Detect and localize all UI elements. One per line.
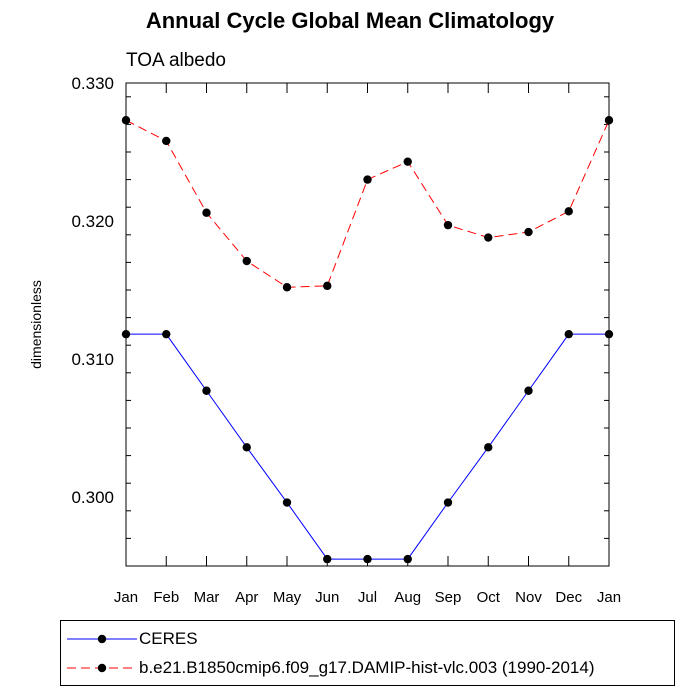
y-tick-label: 0.320 <box>71 212 114 231</box>
data-point-series-0 <box>363 554 372 564</box>
data-point-series-1 <box>403 157 412 166</box>
x-tick-label: Apr <box>235 589 258 606</box>
data-point-series-1 <box>564 207 573 216</box>
legend-label-model: b.e21.B1850cmip6.f09_g17.DAMIP-hist-vlc.… <box>139 658 595 677</box>
data-point-series-0 <box>524 386 533 395</box>
x-tick-label: Dec <box>555 589 582 606</box>
chart-subtitle: TOA albedo <box>126 50 227 71</box>
legend-swatch-model <box>67 663 137 673</box>
data-point-series-0 <box>202 386 211 395</box>
series-line-1 <box>125 119 610 288</box>
legend-marker-ceres <box>97 634 107 644</box>
y-tick-label: 0.300 <box>71 488 114 507</box>
x-tick-label: Jun <box>315 589 339 606</box>
data-point-series-0 <box>121 329 131 339</box>
data-point-series-1 <box>363 175 372 184</box>
y-tick-label: 0.330 <box>71 74 114 93</box>
legend-marker-model <box>97 663 107 673</box>
data-point-series-0 <box>403 554 412 564</box>
series-line-0 <box>126 333 609 560</box>
data-point-series-1 <box>443 220 453 230</box>
chart-title: Annual Cycle Global Mean Climatology <box>145 8 555 33</box>
data-point-series-1 <box>604 116 614 125</box>
legend-item-model: b.e21.B1850cmip6.f09_g17.DAMIP-hist-vlc.… <box>61 653 674 683</box>
x-tick-label: Jul <box>358 589 377 606</box>
data-point-series-1 <box>524 227 533 237</box>
data-point-series-1 <box>162 136 171 146</box>
legend-item-ceres: CERES <box>61 624 674 654</box>
x-tick-label: Sep <box>435 589 462 606</box>
x-tick-label: Aug <box>394 589 421 606</box>
data-point-series-1 <box>121 116 131 125</box>
legend: CERES b.e21.B1850cmip6.f09_g17.DAMIP-his… <box>60 620 675 686</box>
data-point-series-0 <box>484 443 493 452</box>
x-tick-label: May <box>273 589 302 606</box>
data-point-series-1 <box>242 256 251 266</box>
plot-frame <box>125 82 610 567</box>
data-point-series-0 <box>604 329 614 339</box>
data-point-series-0 <box>162 329 171 339</box>
data-point-series-1 <box>282 283 292 292</box>
y-axis-label: dimensionless <box>28 280 44 369</box>
data-point-series-0 <box>564 329 573 339</box>
y-tick-label: 0.310 <box>71 350 114 369</box>
x-tick-label: Jan <box>114 589 138 606</box>
chart-plot: 0.300 0.310 0.320 0.330 dimensionless Jan Feb M… <box>28 74 621 606</box>
x-tick-label: Jan <box>597 589 621 606</box>
data-point-series-1 <box>202 208 211 217</box>
data-point-series-1 <box>323 281 332 291</box>
legend-swatch-ceres <box>67 634 137 644</box>
data-point-series-0 <box>282 498 292 507</box>
legend-label-ceres: CERES <box>139 629 198 648</box>
x-tick-label: Nov <box>515 589 542 606</box>
data-point-series-0 <box>242 443 251 452</box>
x-tick-label: Mar <box>194 589 220 606</box>
data-point-series-0 <box>323 554 332 564</box>
data-point-series-1 <box>484 233 493 242</box>
x-tick-label: Oct <box>477 589 501 606</box>
x-tick-label: Feb <box>153 589 179 606</box>
data-point-series-0 <box>443 498 453 507</box>
